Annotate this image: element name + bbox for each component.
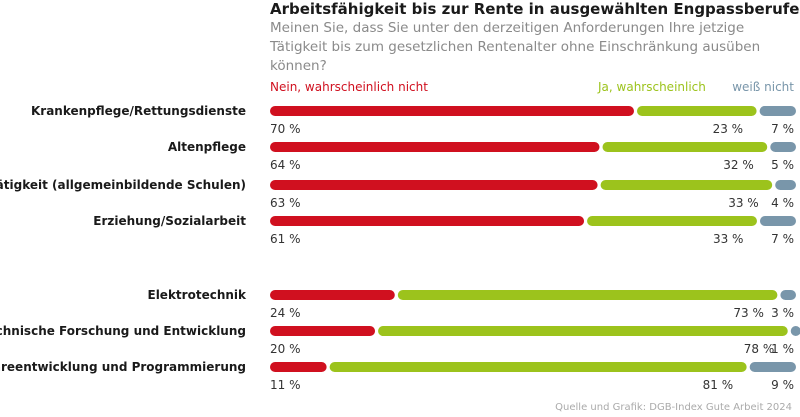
bar-dontknow [775, 180, 796, 190]
chart-subtitle: Meinen Sie, dass Sie unter den derzeitig… [270, 20, 761, 74]
value-label-yes: 23 % [713, 122, 744, 136]
bar-dontknow [759, 106, 796, 116]
bar-yes [637, 106, 757, 116]
value-label-yes: 78 % [744, 342, 775, 356]
bar-yes [378, 326, 788, 336]
category-label: Krankenpflege/Rettungsdienste [31, 104, 246, 118]
bar-dontknow [780, 290, 796, 300]
bar-no [270, 106, 634, 116]
value-label-yes: 73 % [733, 306, 764, 320]
category-label: Lehrtätigkeit (allgemeinbildende Schulen… [0, 178, 246, 192]
value-label-dontknow: 3 % [771, 306, 794, 320]
value-label-no: 61 % [270, 232, 301, 246]
bar-dontknow [790, 326, 800, 336]
value-label-yes: 32 % [723, 158, 754, 172]
source-note: Quelle und Grafik: DGB-Index Gute Arbeit… [555, 402, 792, 413]
value-label-no: 11 % [270, 378, 301, 392]
bar-dontknow [770, 142, 796, 152]
category-label: Erziehung/Sozialarbeit [93, 214, 246, 228]
bar-no [270, 180, 598, 190]
category-label: Softwareentwicklung und Programmierung [0, 360, 246, 374]
legend-no: Nein, wahrscheinlich nicht [270, 80, 428, 94]
bar-dontknow [749, 362, 796, 372]
bar-yes [329, 362, 747, 372]
value-label-yes: 33 % [728, 196, 759, 210]
value-label-yes: 81 % [703, 378, 734, 392]
bar-yes [397, 290, 778, 300]
legend-dontknow: weiß nicht [732, 80, 794, 94]
value-label-dontknow: 7 % [771, 122, 794, 136]
bar-dontknow [759, 216, 796, 226]
bar-no [270, 142, 600, 152]
bar-no [270, 362, 327, 372]
category-label: Technische Forschung und Entwicklung [0, 324, 246, 338]
value-label-dontknow: 1 % [771, 342, 794, 356]
value-label-no: 20 % [270, 342, 301, 356]
value-label-no: 24 % [270, 306, 301, 320]
value-label-no: 64 % [270, 158, 301, 172]
legend-yes: Ja, wahrscheinlich [598, 80, 706, 94]
bar-no [270, 326, 376, 336]
bar-yes [602, 142, 768, 152]
value-label-no: 63 % [270, 196, 301, 210]
category-label: Elektrotechnik [148, 288, 248, 302]
value-label-dontknow: 4 % [771, 196, 794, 210]
value-label-dontknow: 5 % [771, 158, 794, 172]
value-label-yes: 33 % [713, 232, 744, 246]
bar-no [270, 216, 585, 226]
bar-yes [587, 216, 757, 226]
bar-yes [600, 180, 773, 190]
value-label-dontknow: 7 % [771, 232, 794, 246]
bar-no [270, 290, 395, 300]
category-label: Altenpflege [168, 140, 246, 154]
value-label-dontknow: 9 % [771, 378, 794, 392]
chart-title: Arbeitsfähigkeit bis zur Rente in ausgew… [270, 0, 800, 18]
value-label-no: 70 % [270, 122, 301, 136]
